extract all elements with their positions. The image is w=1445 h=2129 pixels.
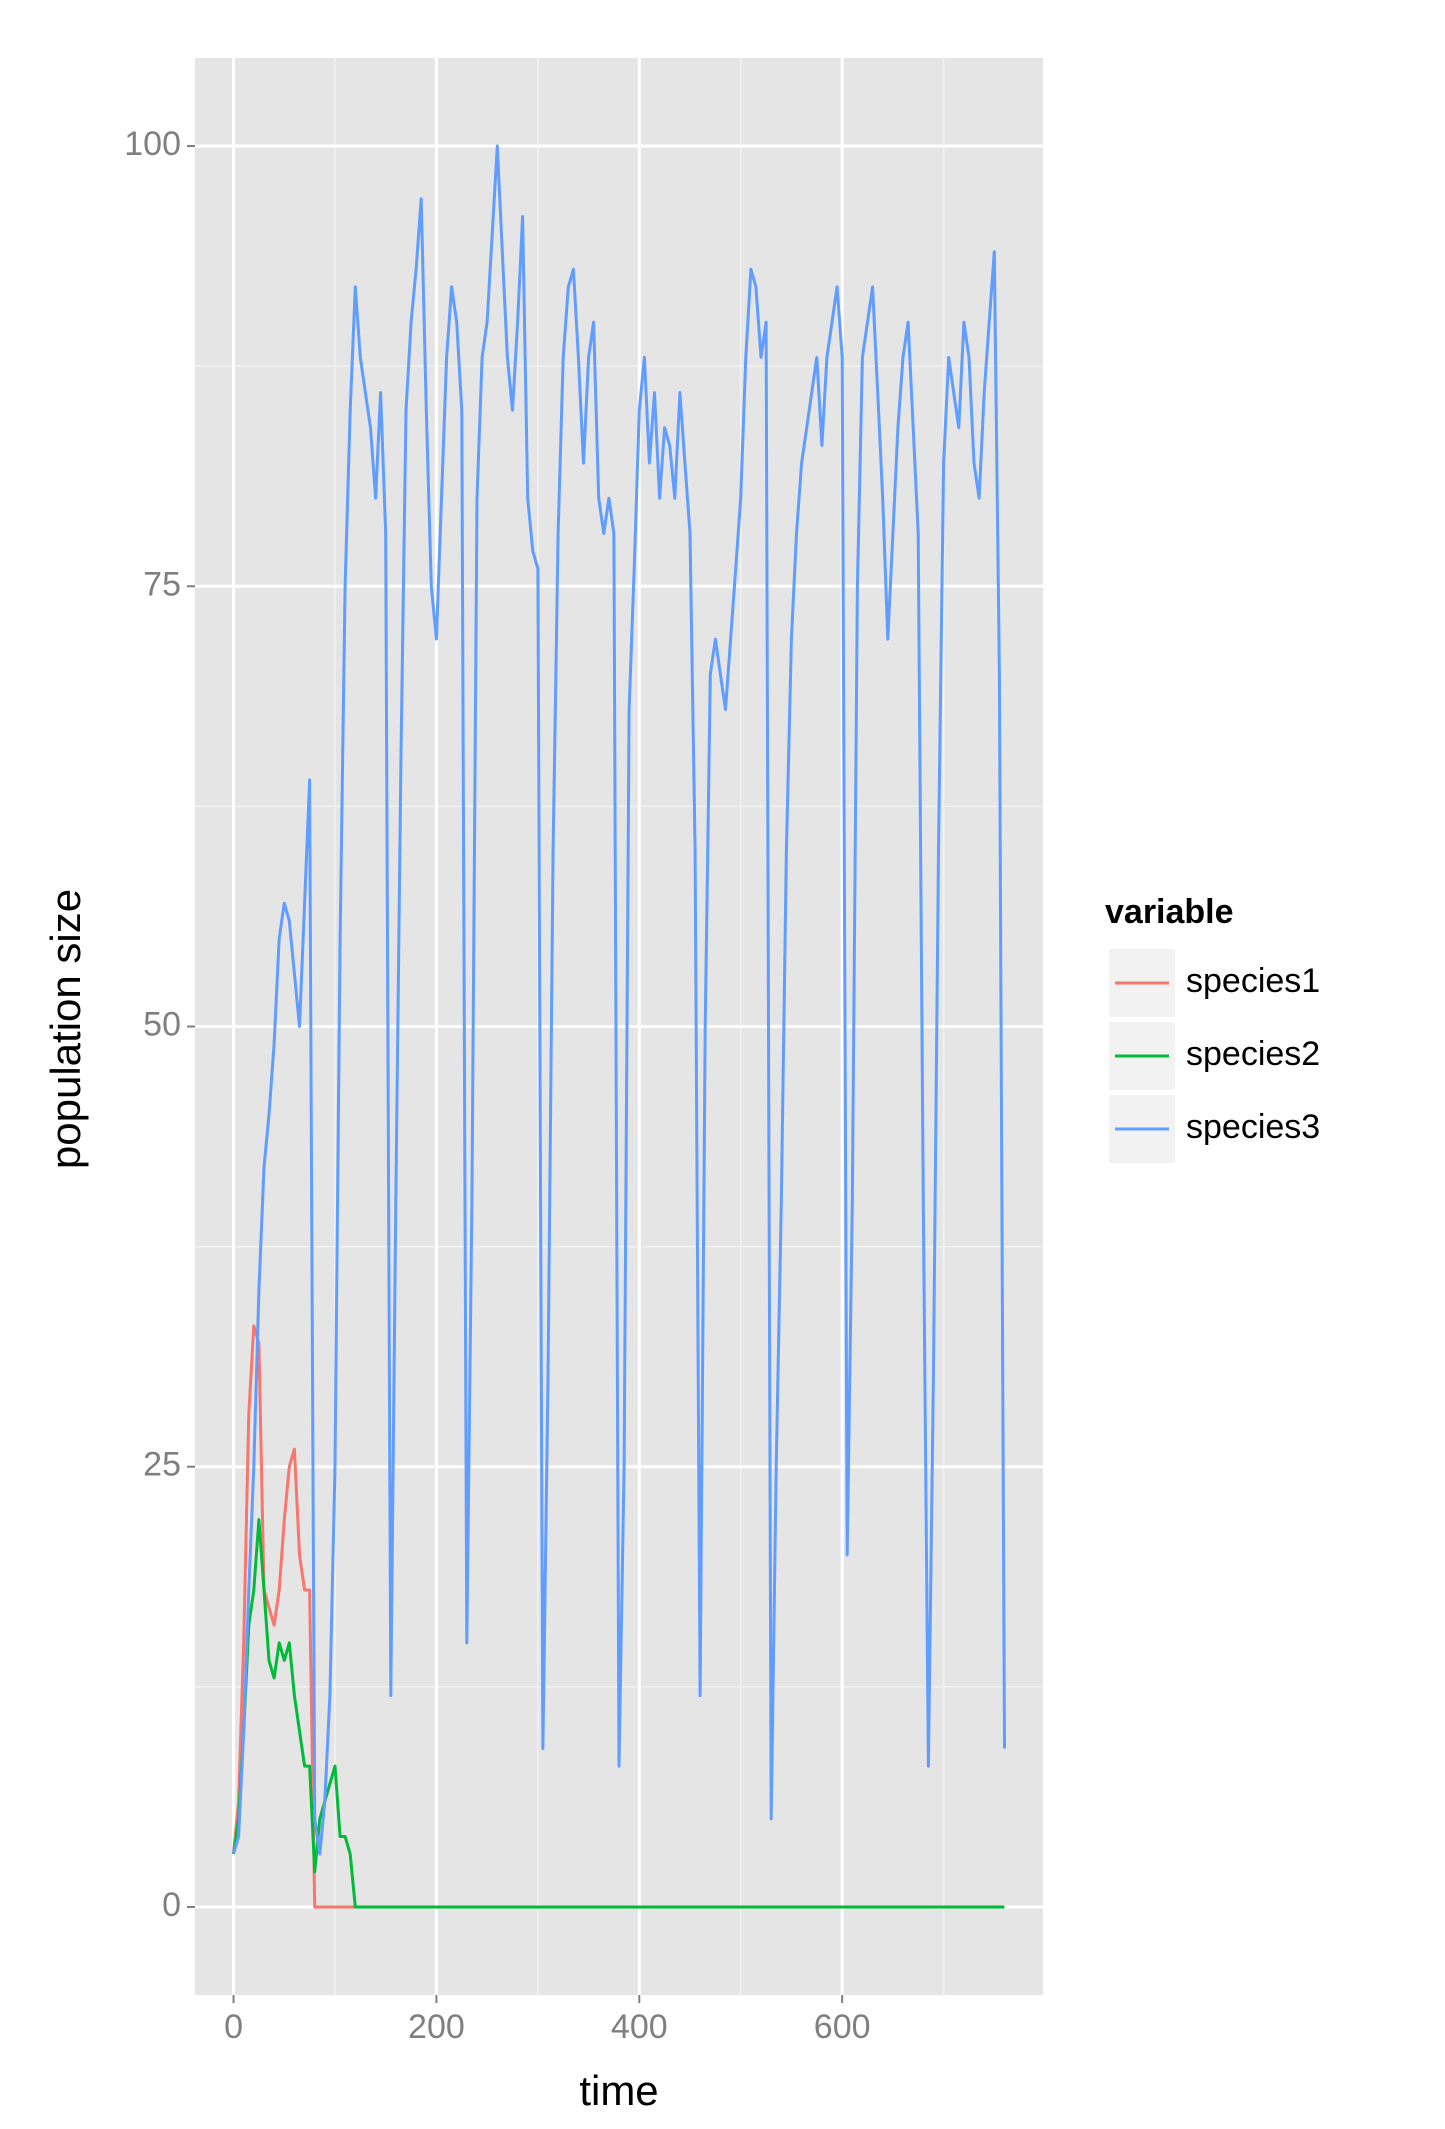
x-tick-label: 200 (408, 2008, 465, 2046)
y-tick-label: 75 (143, 565, 181, 603)
x-tick-label: 600 (814, 2008, 871, 2046)
x-tick-label: 0 (224, 2008, 243, 2046)
series-line (232, 144, 1006, 1856)
series-line (232, 1518, 1005, 1909)
legend-label: species2 (1186, 1035, 1320, 1073)
x-axis-title: time (579, 2067, 658, 2114)
y-axis-title: population size (42, 889, 89, 1169)
x-tick-label: 400 (611, 2008, 668, 2046)
y-tick-label: 50 (143, 1005, 181, 1043)
legend-label: species3 (1186, 1108, 1320, 1146)
legend-label: species1 (1186, 962, 1320, 1000)
y-tick-label: 0 (162, 1886, 181, 1924)
y-tick-label: 100 (124, 125, 181, 163)
legend-title: variable (1105, 893, 1234, 931)
y-tick-label: 25 (143, 1446, 181, 1484)
